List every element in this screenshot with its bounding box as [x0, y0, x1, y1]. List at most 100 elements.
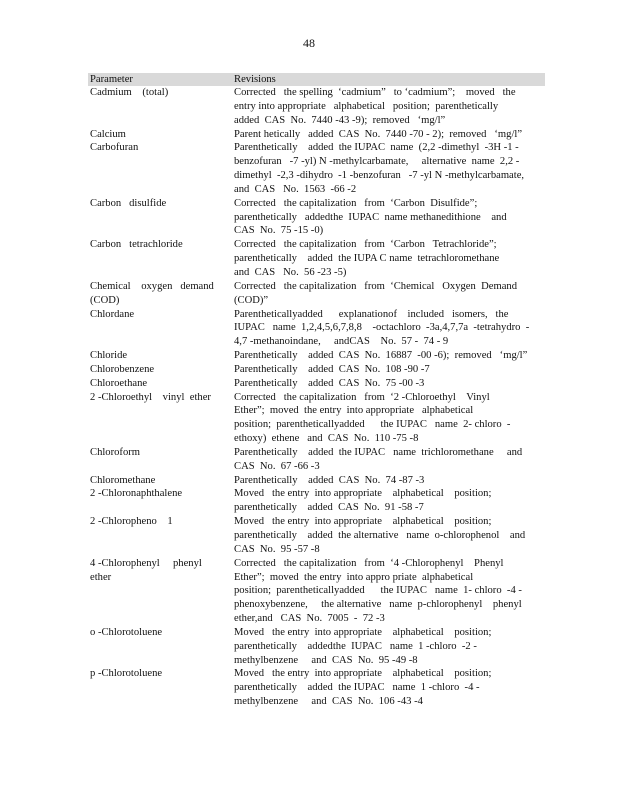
table-row: Calcium Parent hetically added CAS No. 74…	[88, 128, 545, 142]
parameter-cell: Chemical oxygen demand (COD)	[88, 280, 234, 308]
parameter-cell: Chlordane	[88, 308, 234, 350]
parameter-line: 4 -Chlorophenyl phenyl	[90, 557, 202, 569]
parameter-line: Chemical oxygen demand	[90, 280, 214, 292]
parameter-cell: Carbon disulfide	[88, 197, 234, 239]
parameter-line: p -Chlorotoluene	[90, 668, 163, 680]
revision-cell: Corrected the spelling ‘cadmium” to ‘cad…	[234, 86, 545, 128]
revision-line: Ether”; moved the entry into appropriate…	[234, 405, 474, 417]
revision-line: ether,and CAS No. 7005 - 72 -3	[234, 613, 385, 625]
revision-line: Corrected the capitalization from ‘4 -Ch…	[234, 557, 504, 569]
table-body: Cadmium (total) Corrected the spelling ‘c…	[88, 86, 545, 709]
revision-cell: Corrected the capitalization from ‘Carbo…	[234, 238, 545, 280]
table-row: Chlorobenzene Parenthetically added CAS N…	[88, 363, 545, 377]
parameter-line: Chlorobenzene	[90, 363, 155, 375]
table-row: Chloromethane Parenthetically added CAS N…	[88, 474, 545, 488]
revision-line: parenthetically added the IUPAC name 1 -…	[234, 682, 480, 694]
revision-line: Corrected the capitalization from ‘Chemi…	[234, 280, 517, 292]
revision-cell: Moved the entry into appropriate alphabe…	[234, 515, 545, 557]
parameter-line: Chloroethane	[90, 377, 148, 389]
table-row: Carbofuran Parenthetically added the IUPA…	[88, 141, 545, 196]
revision-line: Parenthetically added the IUPAC name tri…	[234, 446, 523, 458]
revision-line: Parenthetically added CAS No. 16887 -00 …	[234, 350, 528, 362]
parameter-cell: o -Chlorotoluene	[88, 626, 234, 668]
revision-line: parenthetically added the alternative na…	[234, 530, 526, 541]
parameter-line: ether	[90, 571, 112, 583]
table-row: 2 -Chloronaphthalene Moved the entry into…	[88, 487, 545, 515]
table-row: Chloroethane Parenthetically added CAS No…	[88, 377, 545, 391]
revision-cell: Parenthetically added the IUPAC name tri…	[234, 446, 545, 474]
parameter-cell: Cadmium (total)	[88, 86, 234, 128]
parameter-cell: Calcium	[88, 128, 234, 142]
parameter-line: Cadmium (total)	[90, 87, 169, 98]
parameter-line: o -Chlorotoluene	[90, 626, 163, 638]
revision-line: parenthetically added CAS No. 91 -58 -7	[234, 502, 424, 514]
page-number: 48	[303, 36, 315, 50]
revision-cell: Moved the entry into appropriate alphabe…	[234, 487, 545, 515]
parameter-line: 2 -Chloropheno 1	[90, 516, 173, 528]
revision-line: CAS No. 67 -66 -3	[234, 460, 320, 472]
parameter-cell: Carbofuran	[88, 141, 234, 196]
revision-line: Corrected the spelling ‘cadmium” to ‘cad…	[234, 87, 516, 98]
table-row: 2 -Chloropheno 1 Moved the entry into app…	[88, 515, 545, 557]
table-row: Carbon tetrachloride Corrected the capita…	[88, 238, 545, 280]
parameter-cell: 2 -Chloropheno 1	[88, 515, 234, 557]
parameter-line: Carbon disulfide	[90, 197, 167, 209]
parameter-cell: Chlorobenzene	[88, 363, 234, 377]
revision-cell: Parenthetically added the IUPAC name (2,…	[234, 141, 545, 196]
revision-line: and CAS No. 1563 -66 -2	[234, 183, 357, 195]
revision-line: methylbenzene and CAS No. 106 -43 -4	[234, 696, 423, 708]
revision-line: methylbenzene and CAS No. 95 -49 -8	[234, 654, 418, 666]
revision-cell: Corrected the capitalization from ‘Carbo…	[234, 197, 545, 239]
table-row: Chlordane Parentheticallyadded explanatio…	[88, 308, 545, 350]
revision-line: Ether”; moved the entry into appro priat…	[234, 571, 474, 583]
revision-line: parenthetically addedthe IUPAC name 1 -c…	[234, 640, 477, 652]
revision-line: Parent hetically added CAS No. 7440 -70 …	[234, 128, 523, 140]
table-row: Carbon disulfide Corrected the capitaliza…	[88, 197, 545, 239]
revision-line: ethoxy) ethene and CAS No. 110 -75 -8	[234, 433, 419, 445]
revision-line: position; parentheticallyadded the IUPAC…	[234, 419, 511, 431]
table-row: Chloroform Parenthetically added the IUPA…	[88, 446, 545, 474]
revision-cell: Corrected the capitalization from ‘Chemi…	[234, 280, 545, 308]
revision-line: Parenthetically added CAS No. 108 -90 -7	[234, 363, 430, 375]
parameter-line: Calcium	[90, 128, 126, 140]
table-row: Chemical oxygen demand (COD) Corrected the…	[88, 280, 545, 308]
revision-line: phenoxybenzene, the alternative name p-c…	[234, 599, 522, 611]
parameter-cell: Carbon tetrachloride	[88, 238, 234, 280]
revision-cell: Corrected the capitalization from ‘2 -Ch…	[234, 391, 545, 446]
table-row: o -Chlorotoluene Moved the entry into app…	[88, 626, 545, 668]
revision-line: added CAS No. 7440 -43 -9); removed ‘mg/…	[234, 114, 446, 126]
parameter-cell: 2 -Chloronaphthalene	[88, 487, 234, 515]
parameter-cell: 4 -Chlorophenyl phenyl ether	[88, 557, 234, 626]
revision-line: Corrected the capitalization from ‘Carbo…	[234, 239, 497, 251]
table-row: Cadmium (total) Corrected the spelling ‘c…	[88, 86, 545, 128]
parameter-line: Chloromethane	[90, 474, 156, 486]
revision-cell: Moved the entry into appropriate alphabe…	[234, 667, 545, 709]
revision-line: 4,7 -methanoindane, andCAS No. 57 - 74 -…	[234, 336, 449, 348]
table-row: p -Chlorotoluene Moved the entry into app…	[88, 667, 545, 709]
revision-line: Parenthetically added CAS No. 75 -00 -3	[234, 377, 425, 389]
parameter-line: 2 -Chloronaphthalene	[90, 488, 183, 500]
revision-cell: Parenthetically added CAS No. 16887 -00 …	[234, 349, 545, 363]
parameter-line: Chloride	[90, 350, 128, 362]
revision-line: (COD)”	[234, 294, 269, 306]
revision-line: Parenthetically added the IUPAC name (2,…	[234, 142, 519, 154]
revision-line: CAS No. 75 -15 -0)	[234, 225, 324, 237]
parameter-cell: Chloroform	[88, 446, 234, 474]
parameter-cell: 2 -Chloroethyl vinyl ether	[88, 391, 234, 446]
header-parameter: Parameter	[90, 74, 133, 85]
parameter-line: Carbon tetrachloride	[90, 239, 183, 251]
table-row: 2 -Chloroethyl vinyl ether Corrected the …	[88, 391, 545, 446]
revision-cell: Parenthetically added CAS No. 108 -90 -7	[234, 363, 545, 377]
parameter-line: (COD)	[90, 294, 120, 306]
revision-line: parenthetically added the IUPA C name te…	[234, 253, 500, 265]
revision-line: position; parentheticallyadded the IUPAC…	[234, 585, 522, 597]
revision-line: Moved the entry into appropriate alphabe…	[234, 488, 492, 500]
revision-line: Moved the entry into appropriate alphabe…	[234, 626, 492, 638]
revision-line: dimethyl -2,3 -dihydro -1 -benzofuran -7…	[234, 170, 525, 182]
parameter-line: Carbofuran	[90, 142, 139, 154]
parameter-cell: Chloride	[88, 349, 234, 363]
parameter-line: 2 -Chloroethyl vinyl ether	[90, 391, 211, 403]
revision-line: Parentheticallyadded explanationof inclu…	[234, 308, 509, 320]
revision-cell: Parent hetically added CAS No. 7440 -70 …	[234, 128, 545, 142]
revision-cell: Parenthetically added CAS No. 75 -00 -3	[234, 377, 545, 391]
